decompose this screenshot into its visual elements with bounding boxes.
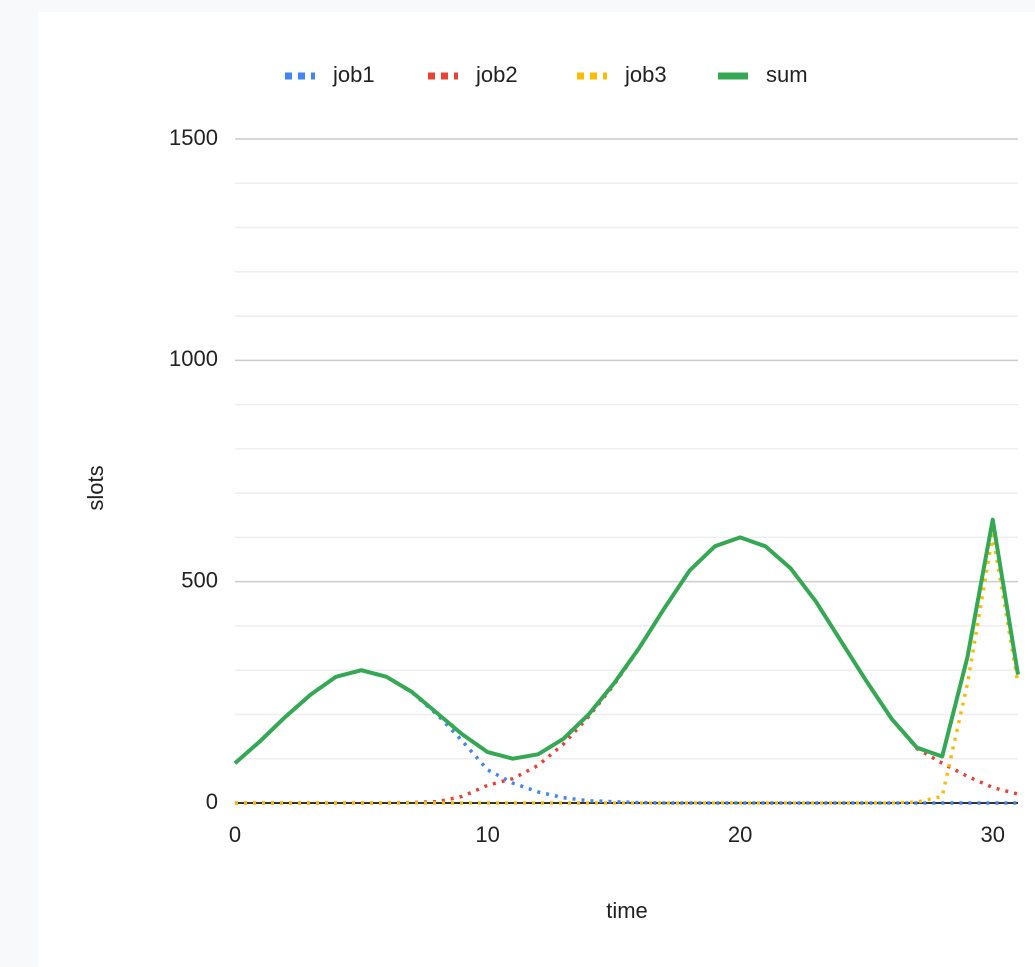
legend-label: job3: [624, 62, 667, 87]
x-tick-label: 0: [229, 822, 241, 847]
y-tick-label: 500: [181, 567, 218, 592]
y-tick-label: 0: [206, 789, 218, 814]
series-line: [233, 517, 1020, 765]
x-tick-label: 20: [728, 822, 752, 847]
x-axis-title: time: [606, 898, 648, 923]
x-tick-label: 30: [980, 822, 1004, 847]
y-tick-label: 1000: [169, 346, 218, 371]
chart-panel: [38, 12, 1035, 967]
legend-label: job2: [475, 62, 518, 87]
legend-label: sum: [766, 62, 808, 87]
legend-label: job1: [332, 62, 375, 87]
y-axis-title: slots: [83, 465, 108, 510]
x-tick-label: 10: [475, 822, 499, 847]
y-tick-label: 1500: [169, 125, 218, 150]
